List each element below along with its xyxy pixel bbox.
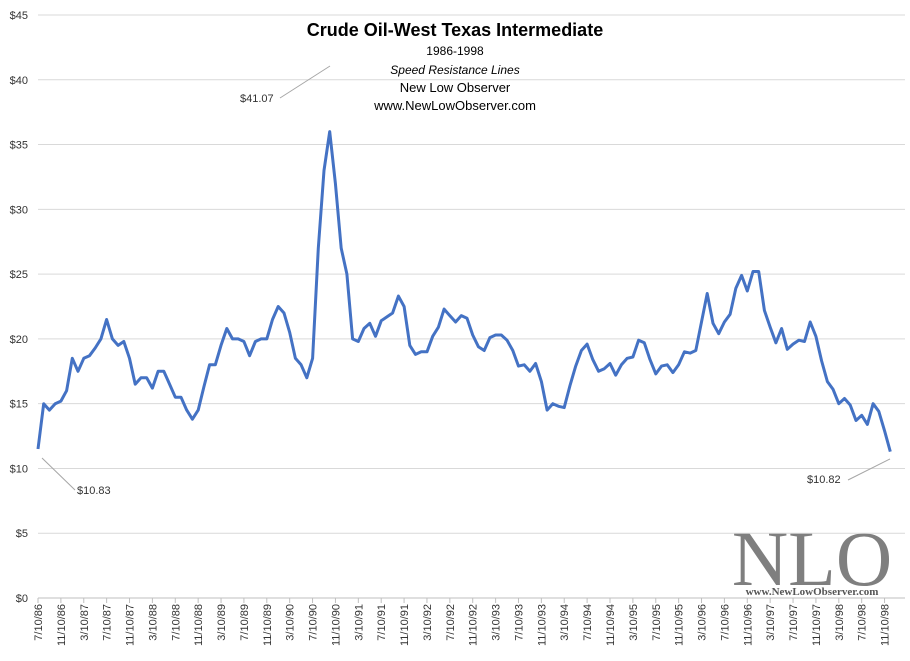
- subtitle: Speed Resistance Lines: [390, 63, 519, 77]
- x-tick-label: 7/10/98: [857, 604, 869, 641]
- x-tick-label: 3/10/90: [285, 604, 297, 641]
- x-tick-label: 11/10/87: [125, 604, 137, 646]
- data-line: [36, 130, 892, 452]
- x-tick-label: 7/10/89: [239, 604, 251, 641]
- x-tick-label: 11/10/91: [399, 604, 411, 646]
- annotation-arrow: [41, 457, 76, 491]
- y-tick-label: $35: [10, 140, 28, 152]
- x-tick-label: 3/10/93: [491, 604, 503, 641]
- subtitle: www.NewLowObserver.com: [373, 98, 536, 113]
- y-tick-label: $15: [10, 399, 28, 411]
- subtitle: 1986-1998: [426, 44, 484, 58]
- x-tick-label: 7/10/95: [651, 604, 663, 641]
- x-tick-label: 7/10/90: [308, 604, 320, 641]
- annotation: $41.07: [240, 93, 274, 105]
- x-tick-label: 7/10/97: [788, 604, 800, 641]
- y-tick-label: $45: [10, 10, 28, 22]
- x-tick-label: 7/10/94: [582, 604, 594, 641]
- x-tick-label: 3/10/87: [79, 604, 91, 641]
- annotation-arrow: [847, 458, 891, 481]
- annotation: $10.83: [77, 485, 111, 497]
- y-tick-label: $30: [10, 204, 28, 216]
- y-tick-label: $0: [16, 593, 28, 605]
- y-tick-label: $5: [16, 528, 28, 540]
- x-tick-label: 3/10/94: [559, 604, 571, 641]
- x-tick-label: 3/10/88: [147, 604, 159, 641]
- x-tick-label: 7/10/87: [102, 604, 114, 641]
- x-tick-label: 11/10/90: [330, 604, 342, 646]
- x-tick-label: 7/10/86: [33, 604, 45, 641]
- chart-title: Crude Oil-West Texas Intermediate: [307, 20, 603, 40]
- x-tick-label: 11/10/92: [468, 604, 480, 646]
- x-tick-label: 11/10/98: [880, 604, 892, 646]
- subtitle: New Low Observer: [400, 80, 511, 95]
- annotation-arrow: [279, 65, 331, 99]
- watermark: NLO: [732, 515, 892, 602]
- y-tick-label: $20: [10, 334, 28, 346]
- y-tick-label: $10: [10, 463, 28, 475]
- watermark-url: www.NewLowObserver.com: [746, 586, 879, 598]
- x-tick-label: 7/10/92: [445, 604, 457, 641]
- x-tick-label: 11/10/89: [262, 604, 274, 646]
- x-tick-label: 3/10/95: [628, 604, 640, 641]
- x-tick-label: 7/10/96: [719, 604, 731, 641]
- annotation: $10.82: [807, 474, 841, 486]
- x-tick-label: 7/10/91: [376, 604, 388, 641]
- x-tick-label: 3/10/91: [353, 604, 365, 641]
- x-tick-label: 7/10/93: [513, 604, 525, 641]
- x-tick-label: 7/10/88: [170, 604, 182, 641]
- x-tick-label: 11/10/86: [56, 604, 68, 646]
- x-tick-label: 11/10/96: [742, 604, 754, 646]
- x-tick-label: 11/10/88: [193, 604, 205, 646]
- x-tick-label: 11/10/94: [605, 604, 617, 646]
- x-tick-label: 11/10/95: [674, 604, 686, 646]
- x-tick-label: 3/10/98: [834, 604, 846, 641]
- x-tick-label: 3/10/97: [765, 604, 777, 641]
- x-tick-label: 3/10/92: [422, 604, 434, 641]
- x-tick-label: 3/10/89: [216, 604, 228, 641]
- x-tick-label: 11/10/93: [536, 604, 548, 646]
- x-tick-label: 3/10/96: [697, 604, 709, 641]
- y-tick-label: $25: [10, 269, 28, 281]
- x-tick-label: 11/10/97: [811, 604, 823, 646]
- y-tick-label: $40: [10, 75, 28, 87]
